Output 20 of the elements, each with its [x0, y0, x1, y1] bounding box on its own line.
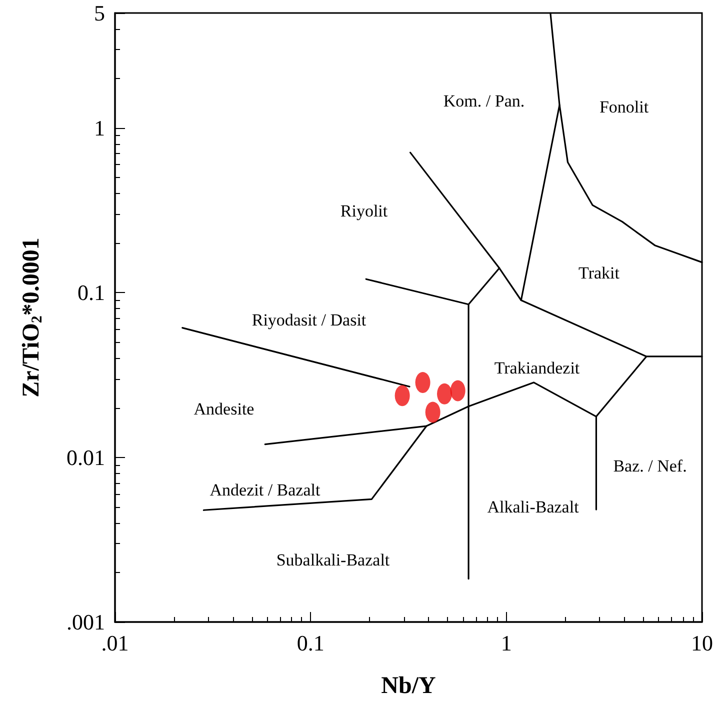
annotation: Riyolit [340, 202, 388, 220]
annotation: Baz. / Nef. [613, 456, 687, 476]
annotation: Andezit / Bazalt [210, 480, 320, 500]
y-tick-label: 1 [94, 116, 105, 141]
annotation: Andesite [194, 400, 254, 418]
y-tick-label: 0.01 [66, 444, 105, 470]
annotation: Kom. / Pan. [443, 92, 525, 110]
y-tick-label: 5 [94, 0, 105, 26]
x-tick-label: 10 [691, 630, 713, 656]
annotation: Subalkali-Bazalt [276, 550, 390, 570]
annotation: Alkali-Bazalt [487, 498, 580, 516]
x-axis-title: Nb/Y [381, 673, 436, 699]
annotation: Trakit [578, 264, 620, 282]
x-tick-label: 1 [500, 630, 512, 656]
y-tick-label: 0.1 [78, 280, 105, 306]
annotation: Riyodasit / Dasit [252, 310, 366, 330]
annotation: Trakiandezit [494, 358, 580, 378]
x-tick-label: 0.1 [296, 630, 324, 656]
y-axis-title: Zr/TiO2*0.0001 [18, 238, 46, 398]
annotation: Fonolit [599, 98, 649, 116]
